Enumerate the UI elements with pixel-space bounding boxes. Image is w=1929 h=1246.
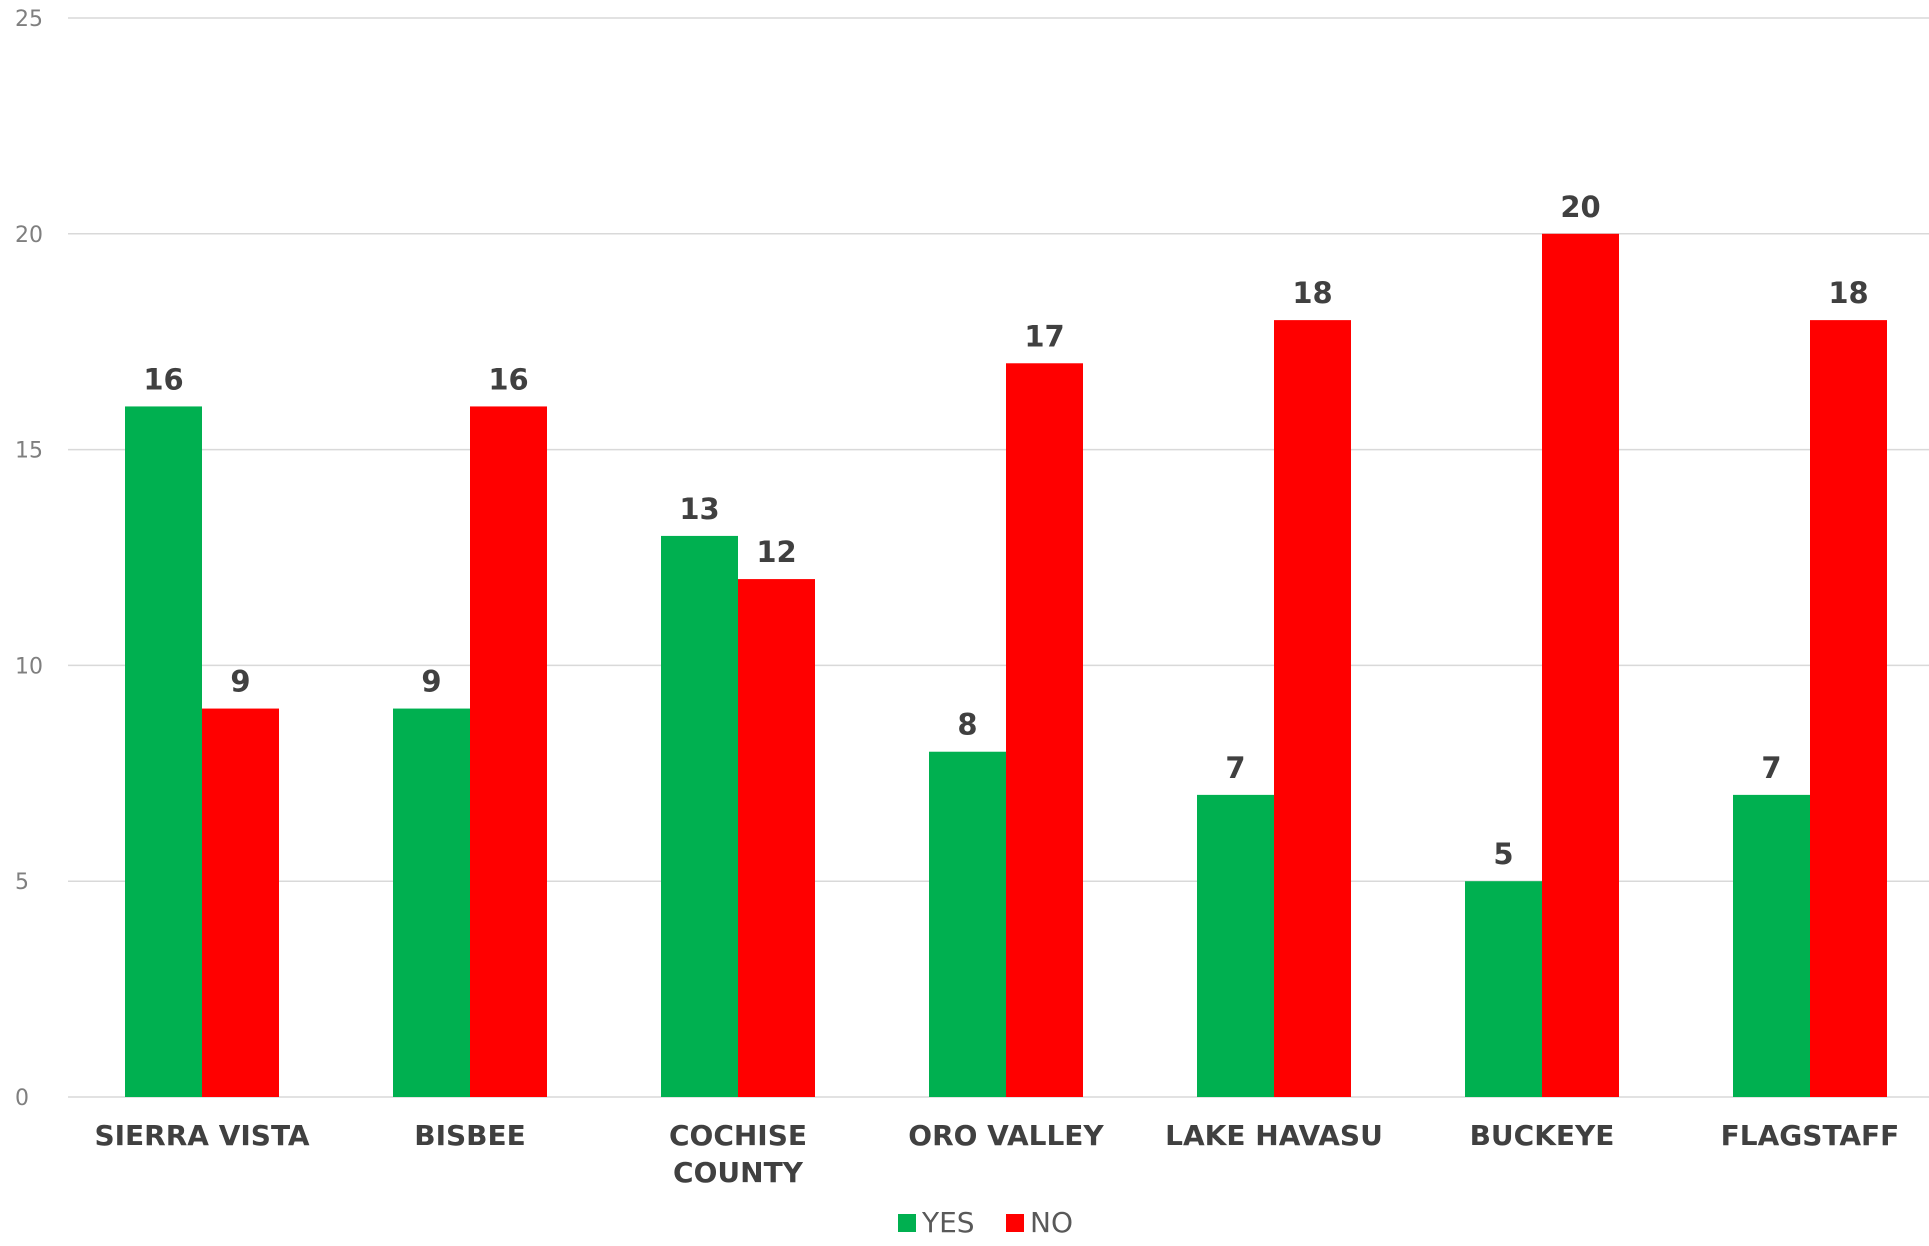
y-tick-label: 5 [15, 870, 29, 895]
y-tick-label: 20 [15, 223, 43, 248]
bar-yes-4 [1197, 794, 1274, 1097]
data-label-yes-2: 13 [679, 492, 719, 526]
y-tick-label: 0 [15, 1086, 29, 1111]
data-label-yes-5: 5 [1493, 837, 1513, 871]
bar-yes-0 [125, 406, 202, 1097]
x-axis: SIERRA VISTA BISBEE COCHISE COUNTY ORO VALLE… [94, 1119, 1899, 1189]
bar-no-4 [1274, 320, 1351, 1097]
bar-no-3 [1006, 363, 1083, 1097]
legend: YES NO [898, 1206, 1073, 1239]
bar-no-5 [1542, 233, 1619, 1098]
bar-no-0 [202, 708, 279, 1097]
bar-yes-5 [1465, 881, 1542, 1097]
bars [125, 233, 1887, 1098]
data-label-no-4: 18 [1292, 276, 1332, 310]
x-tick-label: BUCKEYE [1470, 1119, 1615, 1152]
x-tick-label: COUNTY [673, 1156, 804, 1189]
data-label-no-2: 12 [756, 535, 796, 569]
bar-no-6 [1810, 320, 1887, 1097]
x-tick-label: BISBEE [414, 1119, 526, 1152]
bar-no-1 [470, 406, 547, 1097]
data-label-yes-3: 8 [957, 708, 977, 742]
data-label-no-6: 18 [1828, 276, 1868, 310]
data-label-no-5: 20 [1560, 190, 1600, 224]
y-tick-label: 15 [15, 439, 43, 464]
x-tick-label: COCHISE [669, 1119, 807, 1152]
data-label-no-1: 16 [488, 362, 528, 396]
y-axis: 0 5 10 15 20 25 [15, 7, 43, 1111]
bar-yes-3 [929, 751, 1006, 1097]
legend-label-yes: YES [921, 1206, 975, 1239]
x-tick-label: LAKE HAVASU [1165, 1119, 1383, 1152]
data-label-yes-6: 7 [1761, 751, 1781, 785]
bar-yes-2 [661, 535, 738, 1097]
x-tick-label: SIERRA VISTA [94, 1119, 309, 1152]
data-label-no-3: 17 [1024, 319, 1064, 353]
data-labels: 16 9 9 16 13 12 8 17 7 18 5 20 7 18 [143, 190, 1868, 871]
y-tick-label: 10 [15, 654, 43, 679]
bar-yes-6 [1733, 794, 1810, 1097]
y-tick-label: 25 [15, 7, 43, 32]
bar-no-2 [738, 579, 815, 1097]
legend-swatch-no [1006, 1214, 1024, 1232]
x-tick-label: FLAGSTAFF [1721, 1119, 1900, 1152]
legend-swatch-yes [898, 1214, 916, 1232]
x-tick-label: ORO VALLEY [908, 1119, 1104, 1152]
data-label-no-0: 9 [230, 665, 250, 699]
data-label-yes-1: 9 [421, 665, 441, 699]
data-label-yes-4: 7 [1225, 751, 1245, 785]
data-label-yes-0: 16 [143, 362, 183, 396]
legend-label-no: NO [1030, 1206, 1073, 1239]
bar-yes-1 [393, 708, 470, 1097]
